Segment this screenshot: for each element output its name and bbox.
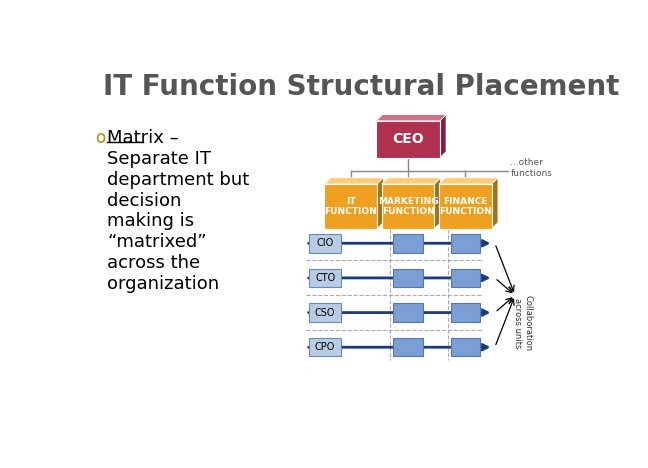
Text: “matrixed”: “matrixed” xyxy=(108,233,207,251)
FancyBboxPatch shape xyxy=(450,303,480,322)
Text: IT
FUNCTION: IT FUNCTION xyxy=(325,197,377,216)
FancyBboxPatch shape xyxy=(309,234,341,253)
Text: Separate IT: Separate IT xyxy=(108,150,211,168)
Text: CEO: CEO xyxy=(392,132,424,146)
FancyBboxPatch shape xyxy=(382,184,434,229)
Text: making is: making is xyxy=(108,212,194,230)
FancyBboxPatch shape xyxy=(450,269,480,287)
FancyBboxPatch shape xyxy=(439,184,492,229)
Text: Collaboration
across units: Collaboration across units xyxy=(513,295,533,351)
Polygon shape xyxy=(376,115,446,121)
Polygon shape xyxy=(377,178,383,229)
Text: department but: department but xyxy=(108,171,249,189)
FancyBboxPatch shape xyxy=(393,303,422,322)
Polygon shape xyxy=(439,178,498,184)
FancyBboxPatch shape xyxy=(393,338,422,357)
Polygon shape xyxy=(382,178,441,184)
FancyBboxPatch shape xyxy=(325,184,377,229)
Text: Matrix –: Matrix – xyxy=(108,129,179,147)
Text: CPO: CPO xyxy=(315,342,335,352)
Text: decision: decision xyxy=(108,192,181,210)
FancyBboxPatch shape xyxy=(393,234,422,253)
Text: CTO: CTO xyxy=(315,273,335,283)
Text: CSO: CSO xyxy=(315,307,336,318)
Text: o: o xyxy=(95,129,105,147)
FancyBboxPatch shape xyxy=(450,338,480,357)
Text: FINANCE
FUNCTION: FINANCE FUNCTION xyxy=(439,197,492,216)
FancyBboxPatch shape xyxy=(309,338,341,357)
FancyBboxPatch shape xyxy=(450,234,480,253)
FancyBboxPatch shape xyxy=(309,303,341,322)
Polygon shape xyxy=(440,115,446,158)
Text: ...other
functions: ...other functions xyxy=(511,158,552,177)
Text: organization: organization xyxy=(108,275,220,293)
Text: CIO: CIO xyxy=(316,238,334,248)
Polygon shape xyxy=(492,178,498,229)
Polygon shape xyxy=(434,178,441,229)
FancyBboxPatch shape xyxy=(393,269,422,287)
FancyBboxPatch shape xyxy=(376,121,440,158)
Text: IT Function Structural Placement: IT Function Structural Placement xyxy=(102,73,619,101)
Polygon shape xyxy=(325,178,383,184)
FancyBboxPatch shape xyxy=(309,269,341,287)
Text: MARKETING
FUNCTION: MARKETING FUNCTION xyxy=(378,197,438,216)
Text: across the: across the xyxy=(108,254,200,272)
